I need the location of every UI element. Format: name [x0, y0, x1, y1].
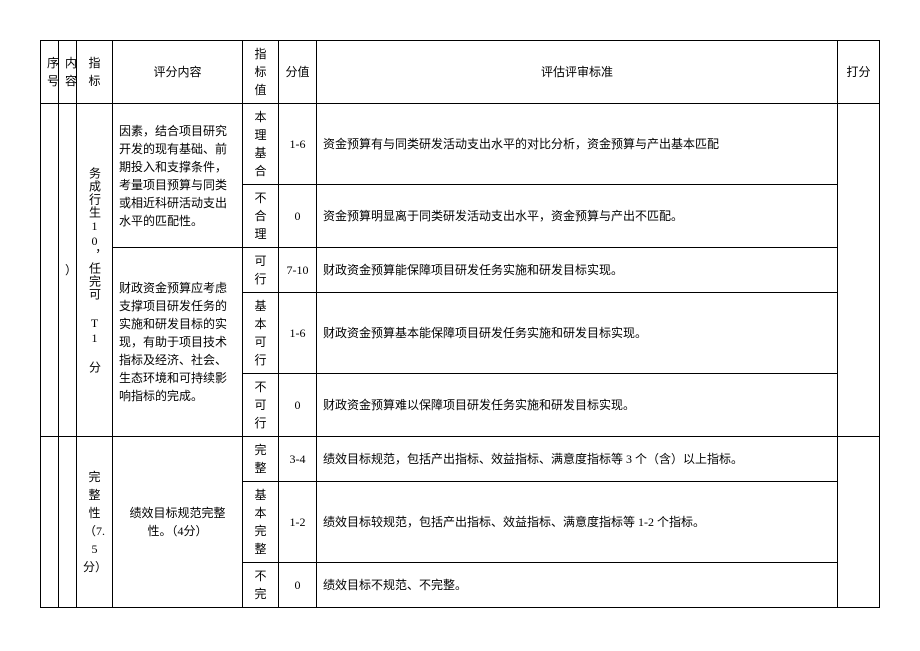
cell-score: 7-10 — [279, 248, 317, 293]
header-indicator: 指标 — [77, 41, 113, 104]
header-mark: 打分 — [838, 41, 880, 104]
table-row: 财政资金预算应考虑支撑项目研发任务的实施和研发目标的实现，有助于项目技术指标及经… — [41, 248, 880, 293]
table-row: ） 务成行生10，任完可 T1 分 因素，结合项目研究开发的现有基础、前期投入和… — [41, 104, 880, 185]
evaluation-table: 序号 内容 指标 评分内容 指标值 分值 评估评审标准 打分 ） 务成行生10，… — [40, 40, 880, 608]
cell-value: 本理基合 — [243, 104, 279, 185]
cell-score: 3-4 — [279, 437, 317, 482]
cell-criteria: 财政资金预算难以保障项目研发任务实施和研发目标实现。 — [317, 374, 838, 437]
cell-criteria: 财政资金预算基本能保障项目研发任务实施和研发目标实现。 — [317, 293, 838, 374]
cell-criteria: 资金预算明显离于同类研发活动支出水平，资金预算与产出不匹配。 — [317, 185, 838, 248]
cell-score: 0 — [279, 374, 317, 437]
cell-value: 可行 — [243, 248, 279, 293]
cell-score: 1-6 — [279, 293, 317, 374]
cell-score: 0 — [279, 185, 317, 248]
cell-indicator: 务成行生10，任完可 T1 分 — [77, 104, 113, 437]
cell-value: 基本完整 — [243, 482, 279, 563]
cell-score: 1-2 — [279, 482, 317, 563]
cell-score: 1-6 — [279, 104, 317, 185]
cell-content — [59, 437, 77, 608]
cell-indicator: 完整性（7.5分） — [77, 437, 113, 608]
indicator-text: 务成行生10，任完可 T1 分 — [86, 167, 104, 374]
cell-mark — [838, 104, 880, 437]
cell-value: 基本可行 — [243, 293, 279, 374]
cell-criteria: 绩效目标较规范，包括产出指标、效益指标、满意度指标等 1-2 个指标。 — [317, 482, 838, 563]
header-score: 分值 — [279, 41, 317, 104]
cell-criteria: 绩效目标规范，包括产出指标、效益指标、满意度指标等 3 个（含）以上指标。 — [317, 437, 838, 482]
cell-mark — [838, 437, 880, 608]
header-value: 指标值 — [243, 41, 279, 104]
cell-desc: 绩效目标规范完整性。（4分） — [113, 437, 243, 608]
table-header-row: 序号 内容 指标 评分内容 指标值 分值 评估评审标准 打分 — [41, 41, 880, 104]
cell-value: 不合理 — [243, 185, 279, 248]
header-desc: 评分内容 — [113, 41, 243, 104]
header-content: 内容 — [59, 41, 77, 104]
cell-value: 不完 — [243, 563, 279, 608]
cell-criteria: 绩效目标不规范、不完整。 — [317, 563, 838, 608]
cell-seq — [41, 437, 59, 608]
header-seq: 序号 — [41, 41, 59, 104]
cell-value: 完整 — [243, 437, 279, 482]
cell-seq — [41, 104, 59, 437]
header-criteria: 评估评审标准 — [317, 41, 838, 104]
cell-criteria: 财政资金预算能保障项目研发任务实施和研发目标实现。 — [317, 248, 838, 293]
cell-desc: 财政资金预算应考虑支撑项目研发任务的实施和研发目标的实现，有助于项目技术指标及经… — [113, 248, 243, 437]
cell-desc: 因素，结合项目研究开发的现有基础、前期投入和支撑条件，考量项目预算与同类或相近科… — [113, 104, 243, 248]
cell-value: 不可行 — [243, 374, 279, 437]
cell-score: 0 — [279, 563, 317, 608]
table-row: 完整性（7.5分） 绩效目标规范完整性。（4分） 完整 3-4 绩效目标规范，包… — [41, 437, 880, 482]
cell-criteria: 资金预算有与同类研发活动支出水平的对比分析，资金预算与产出基本匹配 — [317, 104, 838, 185]
cell-content: ） — [59, 104, 77, 437]
